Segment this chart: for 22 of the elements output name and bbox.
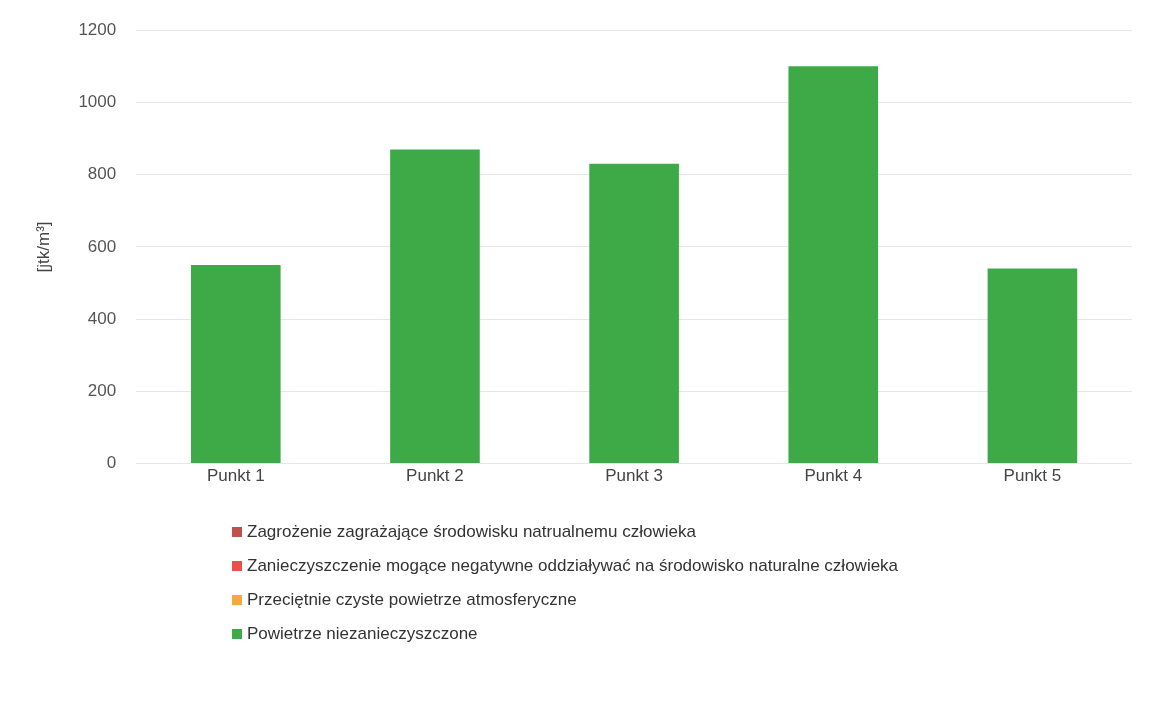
bar (589, 163, 679, 464)
y-tick-label: 400 (87, 308, 117, 328)
y-tick-label: 200 (87, 381, 117, 401)
bar (390, 149, 480, 464)
bar (788, 66, 879, 464)
y-tick-label: 800 (87, 164, 117, 184)
x-tick-label: Punkt 3 (605, 466, 663, 486)
legend-label: Zagrożenie zagrażające środowisku natrualnemu człowieka (247, 522, 696, 542)
x-tick-label: Punkt 2 (406, 466, 464, 486)
bar (190, 264, 281, 464)
legend-label: Przeciętnie czyste powietrze atmosferyczne (247, 590, 577, 610)
x-tick-label: Punkt 1 (206, 466, 265, 486)
x-tick-label: Punkt 5 (1003, 466, 1062, 486)
legend-label: Zanieczyszczenie mogące negatywne oddziaływać na środowisko naturalne człowieka (247, 556, 899, 576)
y-tick-label: 0 (106, 453, 117, 473)
y-tick-label: 600 (87, 236, 117, 256)
y-tick-label: 1000 (78, 92, 117, 112)
x-tick-label: Punkt 4 (804, 466, 863, 486)
bar (987, 268, 1078, 464)
y-axis-title: [jtk/m³] (33, 221, 53, 273)
legend-label: Powietrze niezanieczyszczone (247, 624, 478, 644)
y-tick-label: 1200 (78, 19, 117, 39)
